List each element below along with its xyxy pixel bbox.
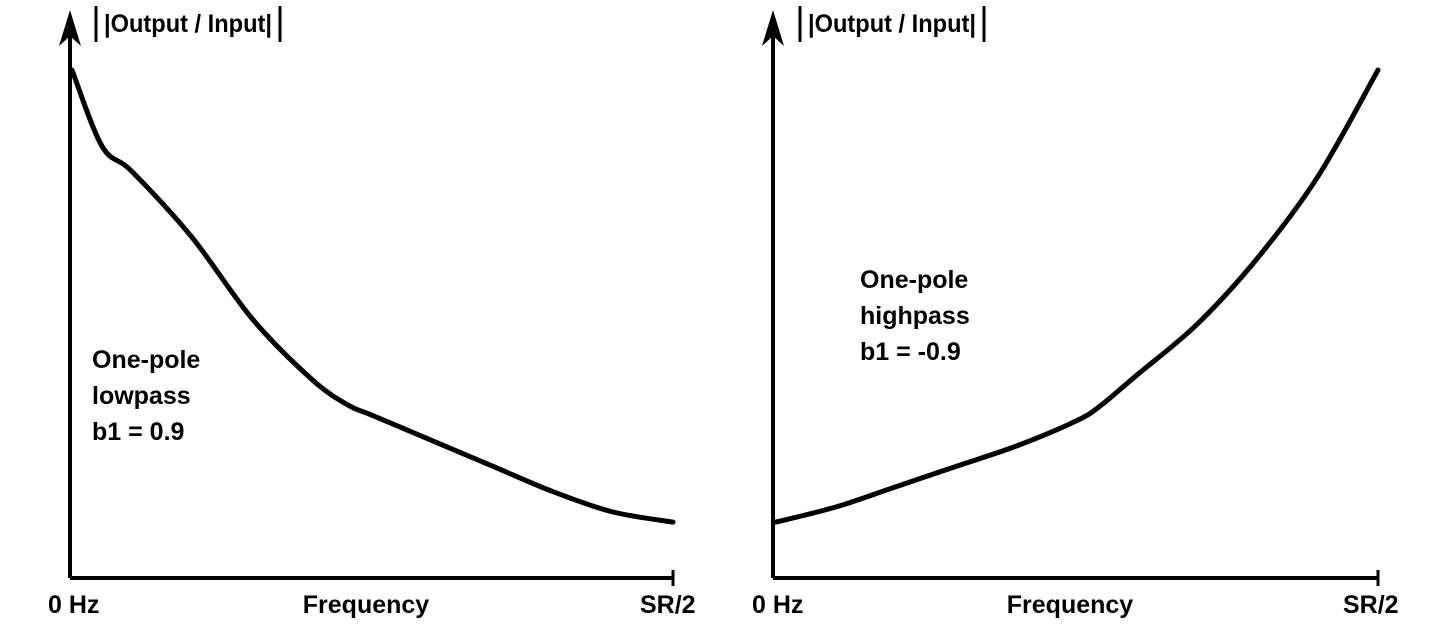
lowpass-x-tick-label-0: 0 Hz: [48, 591, 99, 619]
lowpass-annotation-line-3: b1 = 0.9: [92, 418, 184, 446]
highpass-x-tick-label-1: SR/2: [1343, 591, 1399, 619]
highpass-annotation-line-1: One-pole: [860, 266, 968, 294]
lowpass-panel: |Output / Input| 0 Hz SR/2 Frequency One…: [48, 6, 696, 619]
lowpass-x-tick-label-1: SR/2: [640, 591, 696, 619]
highpass-panel: |Output / Input| 0 Hz SR/2 Frequency One…: [752, 6, 1399, 619]
highpass-ylabel: |Output / Input|: [808, 10, 976, 38]
lowpass-y-axis-arrow-icon: [59, 10, 81, 46]
highpass-response-curve: [773, 67, 1381, 525]
highpass-y-axis-arrow-icon: [762, 10, 784, 46]
highpass-x-tick-label-0: 0 Hz: [752, 591, 803, 619]
highpass-annotation-line-2: highpass: [860, 302, 970, 330]
lowpass-response-curve: [69, 67, 676, 525]
lowpass-annotation-line-1: One-pole: [92, 346, 200, 374]
lowpass-ylabel: |Output / Input|: [104, 10, 272, 38]
lowpass-annotation-line-2: lowpass: [92, 382, 191, 410]
highpass-xlabel: Frequency: [1007, 591, 1134, 619]
lowpass-xlabel: Frequency: [303, 591, 430, 619]
highpass-annotation-line-3: b1 = -0.9: [860, 338, 961, 366]
